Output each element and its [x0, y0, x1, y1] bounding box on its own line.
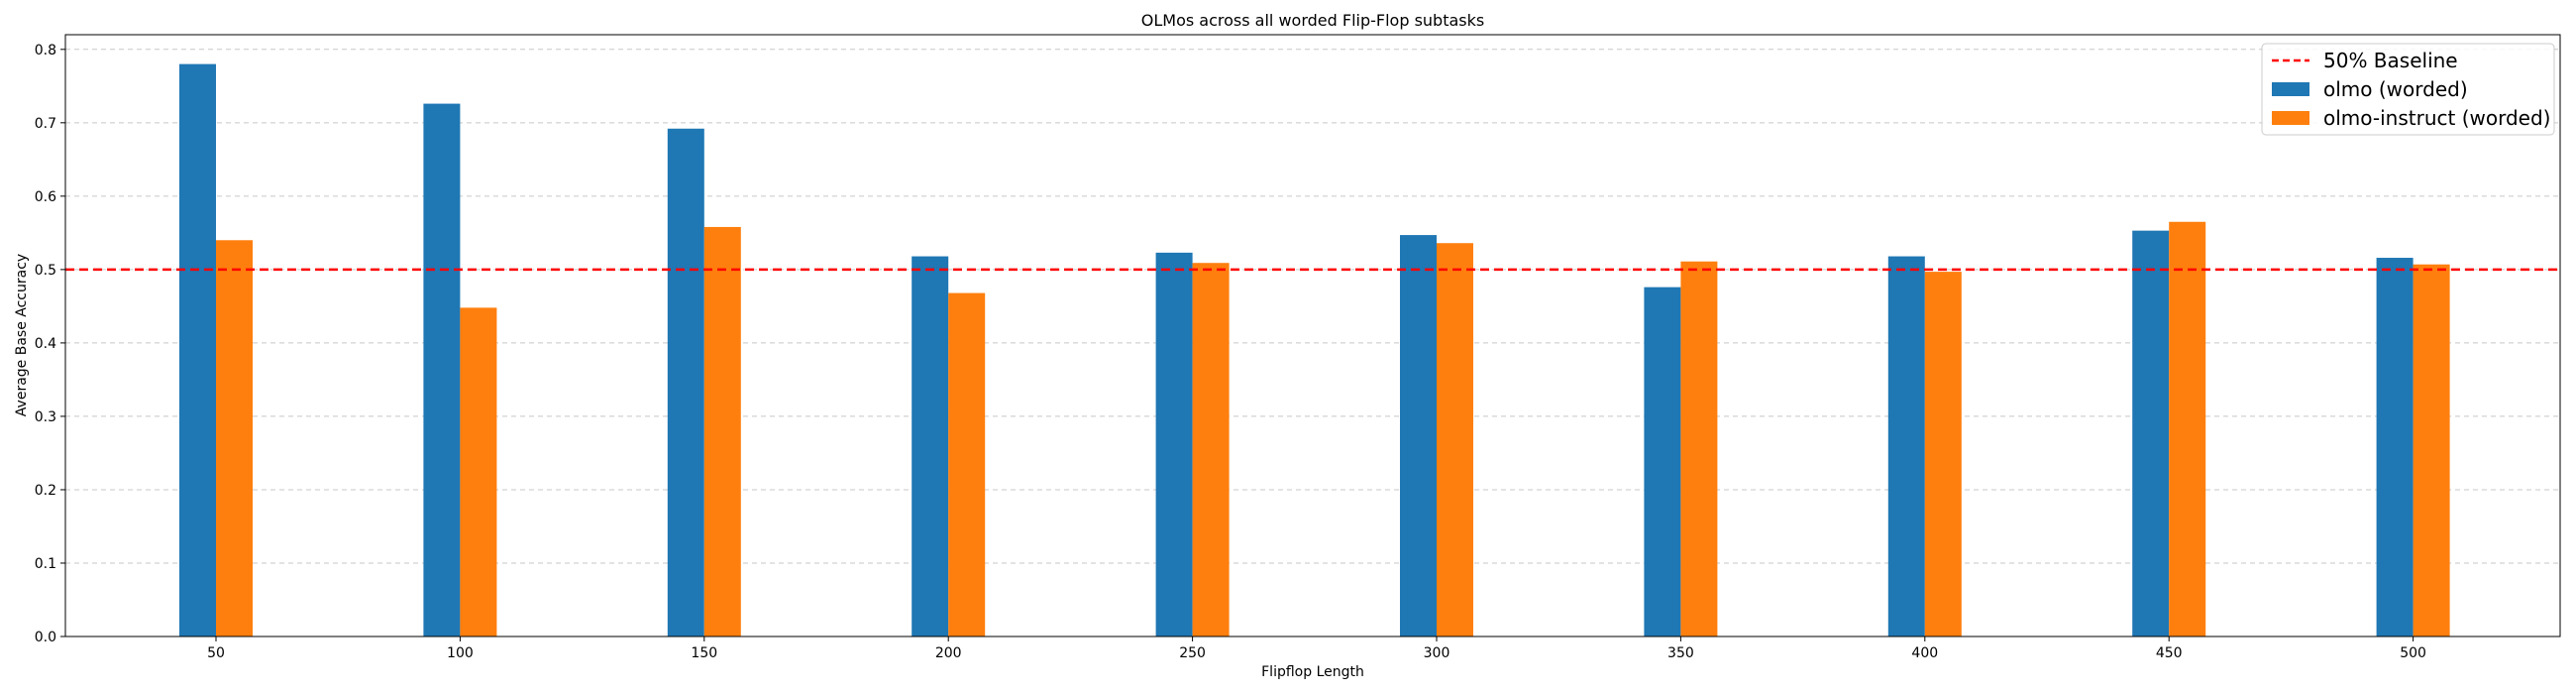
bar-olmo-instruct-50 — [216, 240, 253, 636]
x-tick-label: 400 — [1911, 645, 1938, 661]
y-tick-label: 0.6 — [35, 189, 56, 205]
x-tick-label: 150 — [691, 645, 717, 661]
bar-olmo-instruct-400 — [1924, 272, 1962, 636]
legend-olmo-instruct-swatch — [2272, 111, 2309, 125]
bar-olmo-instruct-350 — [1680, 261, 1718, 636]
x-tick-label: 450 — [2156, 645, 2183, 661]
legend-box — [2261, 43, 2555, 136]
y-tick-label: 0.5 — [35, 263, 56, 279]
y-tick-label: 0.2 — [35, 483, 56, 499]
chart-title: OLMos across all worded Flip-Flop subtas… — [1141, 11, 1484, 30]
legend-olmo-instruct-label: olmo-instruct (worded) — [2323, 106, 2550, 130]
legend: 50% Baseline olmo (worded) olmo-instruct (… — [2261, 43, 2555, 136]
bar-olmo-450 — [2132, 230, 2170, 636]
bar-olmo-500 — [2376, 258, 2414, 636]
y-axis-label: Average Base Accuracy — [14, 254, 30, 416]
bar-olmo-instruct-500 — [2413, 264, 2450, 636]
bars — [179, 63, 2450, 637]
x-tick-label: 300 — [1424, 645, 1450, 661]
x-tick-label: 350 — [1667, 645, 1694, 661]
bar-olmo-instruct-200 — [948, 292, 986, 636]
bar-olmo-instruct-450 — [2169, 221, 2206, 636]
y-tick-label: 0.4 — [35, 336, 56, 352]
legend-olmo-swatch — [2272, 82, 2309, 96]
y-tick-label: 0.3 — [35, 409, 56, 425]
y-tick-label: 0.1 — [35, 556, 56, 572]
plot-frame — [64, 34, 2561, 637]
legend-olmo-label: olmo (worded) — [2323, 77, 2468, 101]
ticks: 0.0 0.1 0.2 0.3 0.4 0.5 0.6 0.7 0.8 50 100 150 200 25… — [35, 43, 2426, 661]
legend-baseline-label: 50% Baseline — [2323, 49, 2458, 72]
bar-olmo-100 — [423, 103, 461, 636]
bar-olmo-instruct-100 — [460, 307, 497, 636]
y-tick-label: 0.8 — [35, 43, 56, 58]
x-axis-label: Flipflop Length — [1261, 664, 1364, 680]
y-tick-label: 0.0 — [35, 630, 56, 645]
bar-olmo-400 — [1887, 256, 1925, 636]
bar-olmo-instruct-300 — [1437, 243, 1473, 637]
bar-olmo-350 — [1644, 287, 1681, 636]
bar-olmo-instruct-250 — [1192, 263, 1230, 636]
x-tick-label: 500 — [2400, 645, 2426, 661]
bar-olmo-50 — [179, 63, 216, 637]
bar-olmo-250 — [1155, 252, 1193, 637]
bar-olmo-150 — [667, 128, 704, 636]
x-tick-label: 250 — [1179, 645, 1206, 661]
bar-olmo-instruct-150 — [703, 226, 741, 636]
bar-olmo-200 — [912, 256, 949, 636]
bar-olmo-300 — [1400, 235, 1437, 636]
x-tick-label: 100 — [447, 645, 474, 661]
y-tick-label: 0.7 — [35, 116, 56, 132]
x-tick-label: 200 — [935, 645, 962, 661]
x-tick-label: 50 — [207, 645, 225, 661]
